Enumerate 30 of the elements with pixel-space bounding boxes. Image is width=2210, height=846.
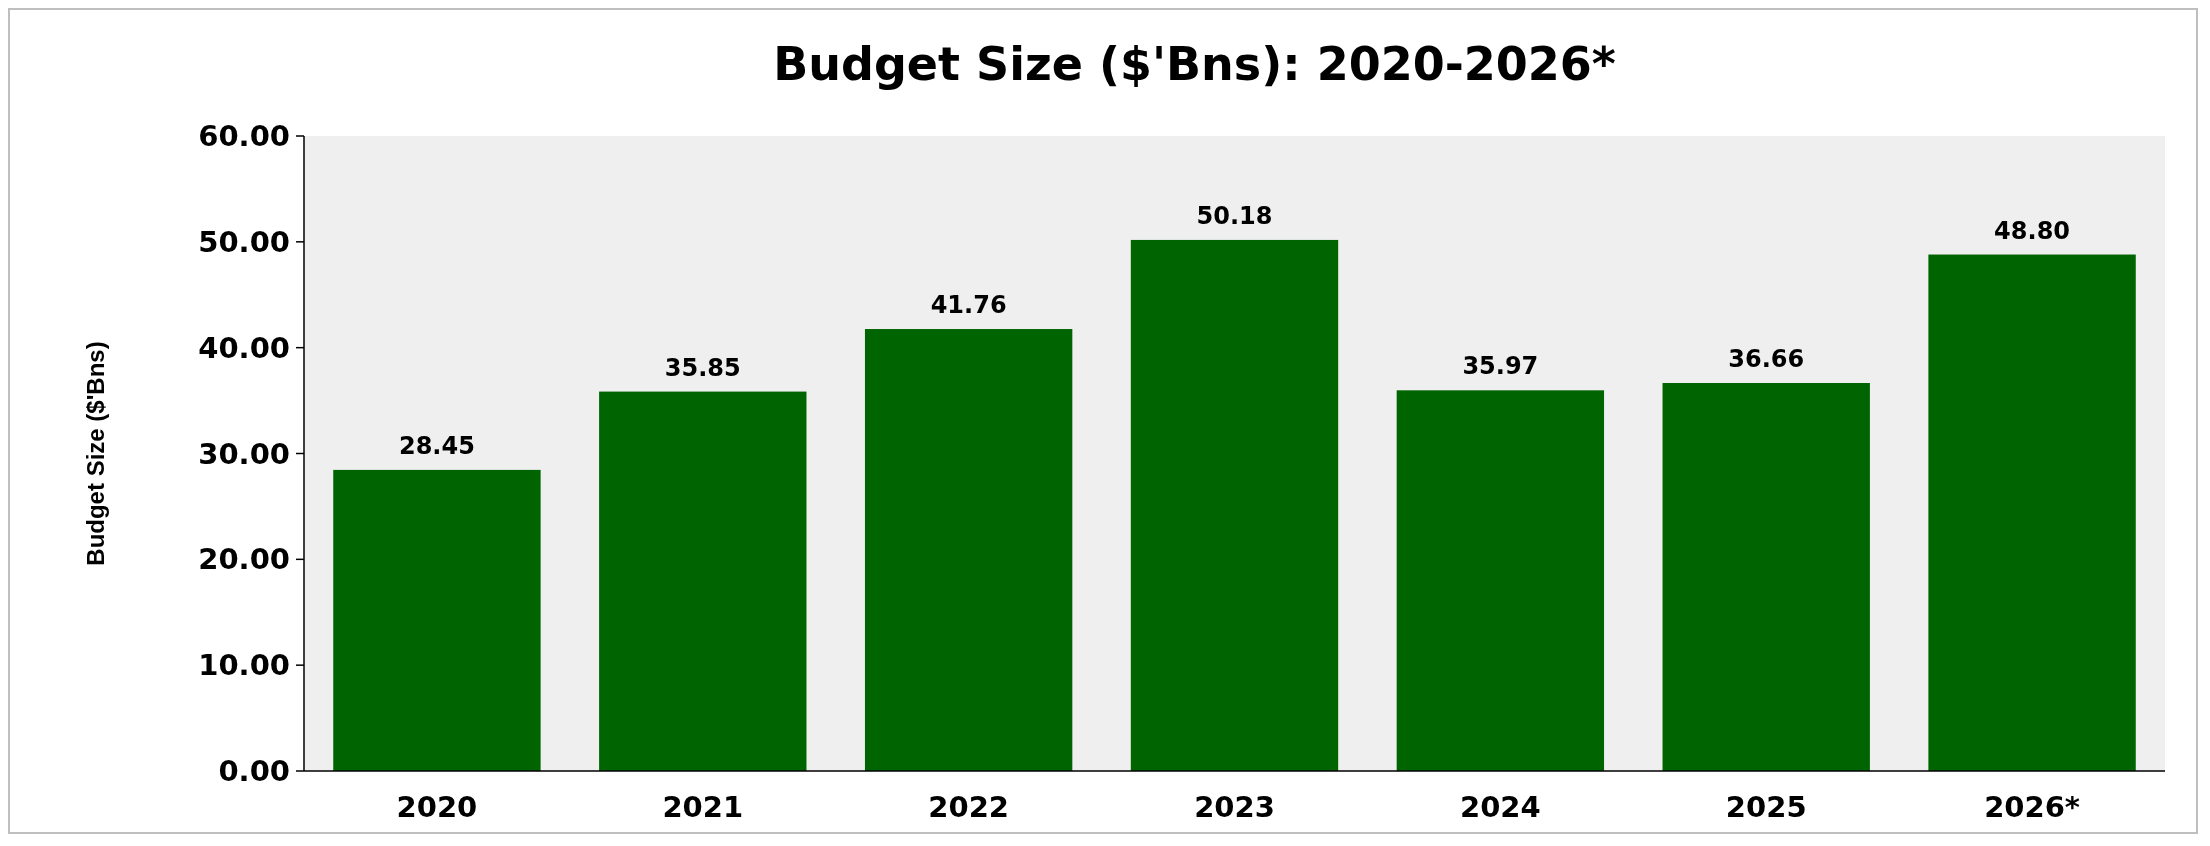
x-tick-label: 2026* bbox=[1984, 790, 2081, 824]
y-tick-label: 20.00 bbox=[198, 542, 290, 577]
bar bbox=[333, 469, 541, 771]
bar bbox=[599, 391, 807, 771]
data-label: 41.76 bbox=[930, 291, 1007, 320]
bar bbox=[1662, 383, 1870, 771]
y-tick-label: 40.00 bbox=[198, 330, 290, 365]
x-tick-label: 2020 bbox=[396, 790, 478, 824]
x-tick-label: 2022 bbox=[928, 790, 1009, 824]
y-tick-label: 50.00 bbox=[198, 224, 290, 259]
y-tick-label: 0.00 bbox=[218, 754, 290, 789]
y-tick-label: 10.00 bbox=[198, 648, 290, 683]
y-tick-label: 60.00 bbox=[198, 119, 290, 154]
data-label: 35.85 bbox=[664, 353, 741, 382]
bar bbox=[1130, 239, 1339, 771]
x-tick-label: 2025 bbox=[1725, 790, 1807, 824]
x-tick-label: 2023 bbox=[1194, 790, 1275, 824]
data-label: 28.45 bbox=[398, 431, 475, 460]
data-label: 36.66 bbox=[1728, 345, 1805, 374]
x-tick-label: 2024 bbox=[1460, 790, 1541, 824]
bar bbox=[1928, 254, 2136, 771]
bar bbox=[1396, 390, 1605, 771]
y-axis-title: Budget Size ($'Bns) bbox=[82, 341, 109, 566]
x-tick-label: 2021 bbox=[662, 790, 744, 824]
y-tick-label: 30.00 bbox=[198, 436, 290, 471]
data-label: 50.18 bbox=[1196, 201, 1273, 230]
bar bbox=[864, 329, 1073, 771]
data-label: 48.80 bbox=[1994, 216, 2071, 245]
data-label: 35.97 bbox=[1462, 352, 1539, 381]
chart-title: Budget Size ($'Bns): 2020-2026* bbox=[773, 37, 1616, 91]
